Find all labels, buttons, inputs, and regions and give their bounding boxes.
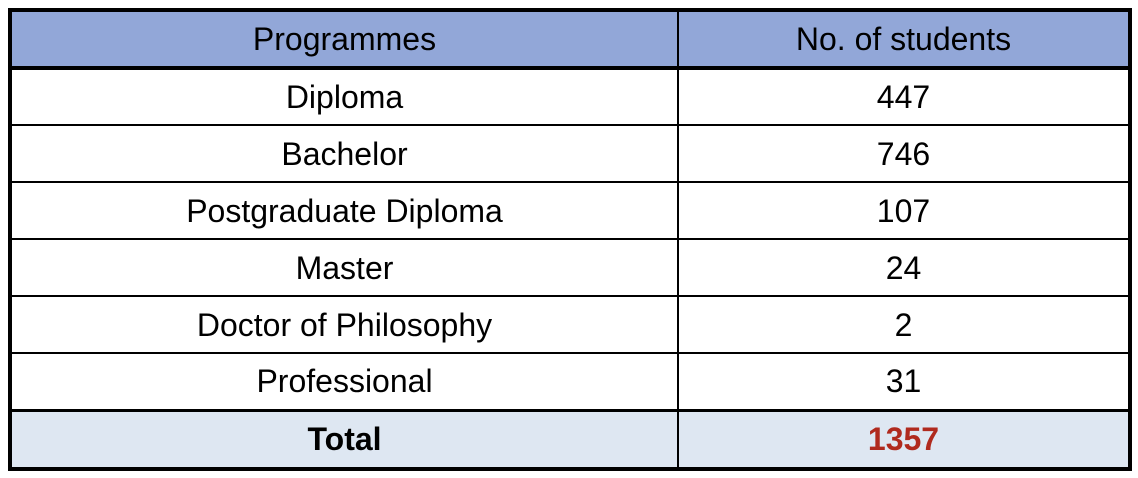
table-header-row: Programmes No. of students	[9, 9, 1131, 70]
total-label-cell: Total	[9, 408, 679, 470]
programme-cell: Bachelor	[9, 124, 679, 183]
students-cell: 746	[677, 124, 1131, 183]
students-cell: 24	[677, 238, 1131, 297]
programme-cell: Professional	[9, 352, 679, 411]
students-cell: 107	[677, 181, 1131, 240]
table-row: Postgraduate Diploma 107	[9, 181, 1131, 240]
total-row: Total 1357	[9, 408, 1131, 470]
programme-cell: Diploma	[9, 67, 679, 126]
students-cell: 31	[677, 352, 1131, 411]
students-cell: 2	[677, 295, 1131, 354]
programme-cell: Master	[9, 238, 679, 297]
programme-cell: Doctor of Philosophy	[9, 295, 679, 354]
table-row: Bachelor 746	[9, 124, 1131, 183]
table-row: Professional 31	[9, 352, 1131, 411]
students-table: Programmes No. of students Diploma 447 B…	[8, 8, 1132, 471]
programmes-column-header: Programmes	[9, 9, 679, 70]
programme-cell: Postgraduate Diploma	[9, 181, 679, 240]
students-cell: 447	[677, 67, 1131, 126]
total-value-cell: 1357	[677, 408, 1131, 470]
table-row: Diploma 447	[9, 67, 1131, 126]
students-column-header: No. of students	[677, 9, 1131, 70]
students-table-container: Programmes No. of students Diploma 447 B…	[8, 8, 1132, 471]
table-row: Master 24	[9, 238, 1131, 297]
table-row: Doctor of Philosophy 2	[9, 295, 1131, 354]
